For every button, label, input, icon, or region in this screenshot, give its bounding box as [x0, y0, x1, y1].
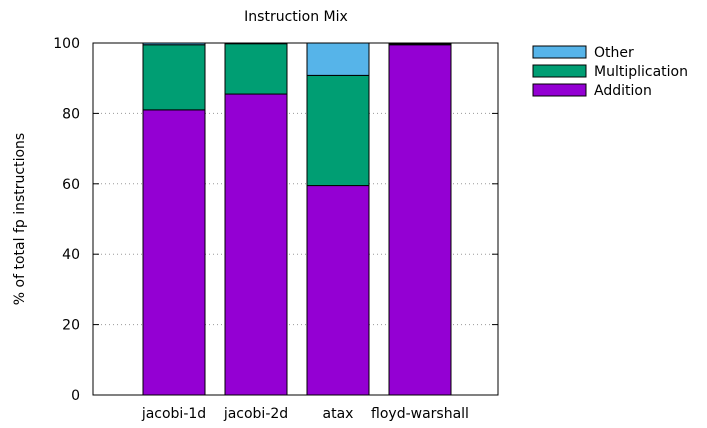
y-axis-label: % of total fp instructions	[12, 133, 28, 305]
chart-title: Instruction Mix	[244, 9, 348, 25]
legend-label-multiplication: Multiplication	[594, 64, 688, 80]
bar-segment-multiplication-jacobi-2d	[224, 43, 288, 95]
legend: Other Multiplication Addition	[532, 45, 688, 99]
y-tick-label: 100	[53, 36, 80, 52]
y-tick-label: 0	[71, 388, 80, 404]
x-tick-label: floyd-warshall	[371, 406, 469, 422]
plot-frame	[92, 42, 499, 396]
bar-segment-other-atax	[306, 42, 370, 76]
y-tick-label: 80	[62, 106, 80, 122]
axis-ticks: 0 20 40 60 80 100 jacobi-1d jacobi-2d atax floyd-…	[53, 36, 498, 422]
legend-swatch-multiplication	[532, 64, 587, 78]
legend-swatch-other	[532, 45, 587, 59]
x-tick-label: jacobi-1d	[141, 406, 206, 422]
bar-segment-addition-floyd-warshall	[388, 44, 452, 396]
bar-segment-addition-jacobi-2d	[224, 93, 288, 396]
bar-segment-multiplication-atax	[306, 74, 370, 187]
legend-label-other: Other	[594, 45, 634, 61]
y-tick-label: 20	[62, 318, 80, 334]
bar-segment-multiplication-jacobi-1d	[142, 44, 206, 111]
bar-segment-addition-atax	[306, 185, 370, 396]
bars	[142, 42, 452, 396]
legend-swatch-addition	[532, 83, 587, 97]
y-tick-label: 60	[62, 177, 80, 193]
bar-segment-addition-jacobi-1d	[142, 109, 206, 396]
y-tick-label: 40	[62, 247, 80, 263]
x-tick-label: atax	[323, 406, 354, 422]
x-tick-label: jacobi-2d	[223, 406, 288, 422]
legend-label-addition: Addition	[594, 83, 652, 99]
